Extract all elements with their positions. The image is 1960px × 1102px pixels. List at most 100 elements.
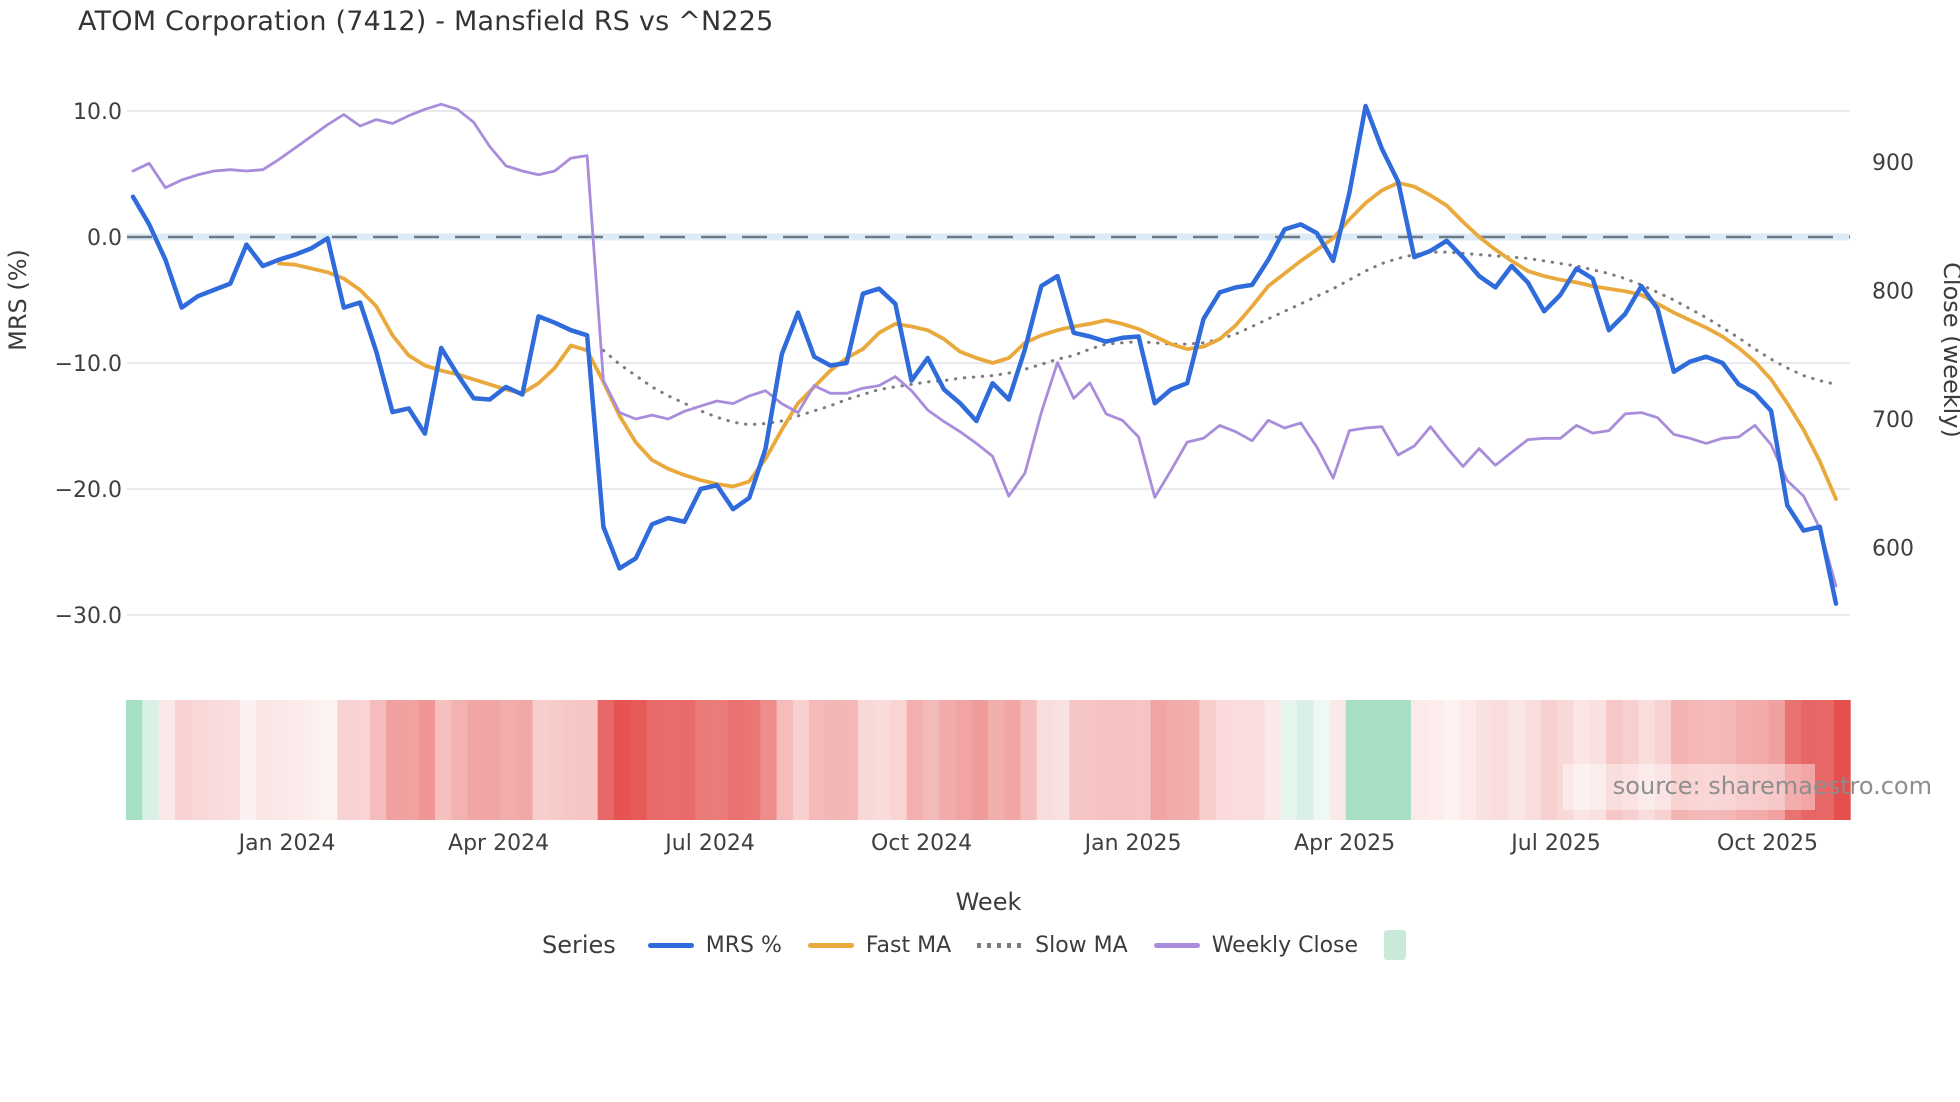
source-watermark: source: sharemaestro.com bbox=[1613, 772, 1932, 800]
series-line-mrs- bbox=[130, 103, 1839, 606]
heatmap-cell bbox=[857, 700, 875, 820]
page-title: ATOM Corporation (7412) - Mansfield RS v… bbox=[78, 6, 774, 37]
axis-tick-labels: 10.0 0.0 −10.0 −20.0 −30.0 900 800 700 600 Jan 20… bbox=[55, 100, 1914, 856]
heatmap-cell bbox=[1475, 700, 1493, 820]
heatmap-cell bbox=[1524, 700, 1542, 820]
heatmap-cell bbox=[988, 700, 1005, 820]
heatmap-cell bbox=[1134, 700, 1152, 820]
heatmap-cell bbox=[1443, 700, 1461, 820]
heatmap-cell bbox=[613, 700, 631, 820]
heatmap-cell bbox=[369, 700, 387, 820]
heatmap-cell bbox=[483, 700, 501, 820]
heatmap-cell bbox=[516, 700, 534, 820]
heatmap-cell bbox=[565, 700, 583, 820]
heatmap-cell bbox=[1459, 700, 1477, 820]
heatmap-cell bbox=[500, 700, 518, 820]
slow-ma-dotted-line-icon bbox=[977, 942, 1024, 948]
heatmap-cell bbox=[1199, 700, 1217, 820]
heatmap-cell bbox=[1784, 700, 1802, 820]
right-tick-label: 800 bbox=[1872, 280, 1914, 305]
heatmap-cell bbox=[548, 700, 566, 820]
heatmap-cell bbox=[418, 700, 436, 820]
heatmap-cell bbox=[955, 700, 973, 820]
legend-item-label: Weekly Close bbox=[1211, 932, 1359, 958]
heatmap-cell bbox=[760, 700, 778, 820]
heatmap-cell bbox=[1085, 700, 1103, 820]
weekly-close-line-icon bbox=[1153, 942, 1200, 948]
heatmap-cell bbox=[939, 700, 957, 820]
mrs-line-icon bbox=[647, 942, 694, 948]
heatmap-cell bbox=[1557, 700, 1575, 820]
heatmap-cell bbox=[174, 700, 192, 820]
heatmap-cell bbox=[1671, 700, 1689, 820]
legend-title: Series bbox=[541, 931, 616, 959]
heatmap-cell bbox=[386, 700, 404, 820]
heatmap-cell bbox=[1540, 700, 1558, 820]
heatmap-cell bbox=[662, 700, 680, 820]
heatmap-cell bbox=[906, 700, 924, 820]
heatmap-cell bbox=[1231, 700, 1249, 820]
right-axis-title: Close (weekly) bbox=[1938, 262, 1960, 438]
heatmap-cell bbox=[272, 700, 290, 820]
heatmap-cell bbox=[435, 700, 452, 820]
heatmap-cell bbox=[158, 700, 176, 820]
heatmap-cell bbox=[825, 700, 843, 820]
heatmap-cell bbox=[695, 700, 713, 820]
x-tick-label: Jan 2024 bbox=[237, 831, 336, 856]
heatmap-cell bbox=[1638, 700, 1656, 820]
heatmap-cell bbox=[207, 700, 225, 820]
heatmap-cell bbox=[841, 700, 859, 820]
heatmap-cell bbox=[1101, 700, 1119, 820]
right-tick-label: 700 bbox=[1872, 408, 1914, 433]
heatmap-cell bbox=[1703, 700, 1721, 820]
left-tick-label: 10.0 bbox=[73, 100, 122, 125]
heatmap-cell bbox=[1248, 700, 1266, 820]
x-tick-label: Jan 2025 bbox=[1083, 831, 1182, 856]
legend-item-weekly-close[interactable]: Weekly Close bbox=[1153, 932, 1359, 958]
heatmap-cell bbox=[646, 700, 664, 820]
legend-item-mrs[interactable]: MRS % bbox=[647, 933, 782, 958]
heatmap-cell bbox=[1150, 700, 1168, 820]
source-chip bbox=[1563, 764, 1815, 810]
heatmap-cell bbox=[1362, 700, 1380, 820]
heatmap-cell bbox=[1053, 700, 1071, 820]
heatmap-cell bbox=[1833, 700, 1851, 820]
heatmap-cell bbox=[890, 700, 908, 820]
legend-item-slow-ma[interactable]: Slow MA bbox=[977, 933, 1128, 958]
heatmap-cell bbox=[1118, 700, 1136, 820]
left-axis-title: MRS (%) bbox=[4, 249, 32, 351]
chart-plot: 10.0 0.0 −10.0 −20.0 −30.0 900 800 700 600 Jan 20… bbox=[4, 100, 1960, 856]
heatmap-cell bbox=[678, 700, 696, 820]
heatmap-strip bbox=[126, 700, 1851, 820]
heatmap-cell bbox=[1410, 700, 1428, 820]
legend-item-heatmap[interactable] bbox=[1384, 930, 1418, 960]
heatmap-cell bbox=[792, 700, 810, 820]
heatmap-cell bbox=[1378, 700, 1396, 820]
heatmap-cell bbox=[744, 700, 762, 820]
heatmap-cell bbox=[191, 700, 209, 820]
heatmap-cell bbox=[239, 700, 257, 820]
series-line-weekly-close bbox=[131, 102, 1838, 588]
heatmap-cell bbox=[1036, 700, 1054, 820]
heatmap-cell bbox=[1166, 700, 1184, 820]
right-tick-label: 600 bbox=[1872, 537, 1914, 562]
heatmap-cell bbox=[1606, 700, 1624, 820]
heatmap-cell bbox=[337, 700, 355, 820]
legend: Series MRS % Fast MA Slow MA Weekly Clos… bbox=[0, 930, 1960, 960]
heatmap-cell bbox=[727, 700, 745, 820]
heatmap-cell bbox=[126, 700, 143, 820]
heatmap-cell bbox=[467, 700, 485, 820]
heatmap-cell bbox=[288, 700, 306, 820]
heatmap-cell bbox=[1264, 700, 1282, 820]
heatmap-cell bbox=[874, 700, 892, 820]
heatmap-cell bbox=[809, 700, 827, 820]
left-tick-label: −10.0 bbox=[55, 352, 122, 377]
heatmap-cell bbox=[1752, 700, 1770, 820]
heatmap-cell bbox=[223, 700, 241, 820]
heatmap-cell bbox=[971, 700, 989, 820]
heatmap-cell bbox=[1215, 700, 1233, 820]
heatmap-cell bbox=[1329, 700, 1347, 820]
fast-ma-line-icon bbox=[807, 942, 854, 948]
legend-item-fast-ma[interactable]: Fast MA bbox=[807, 933, 951, 958]
